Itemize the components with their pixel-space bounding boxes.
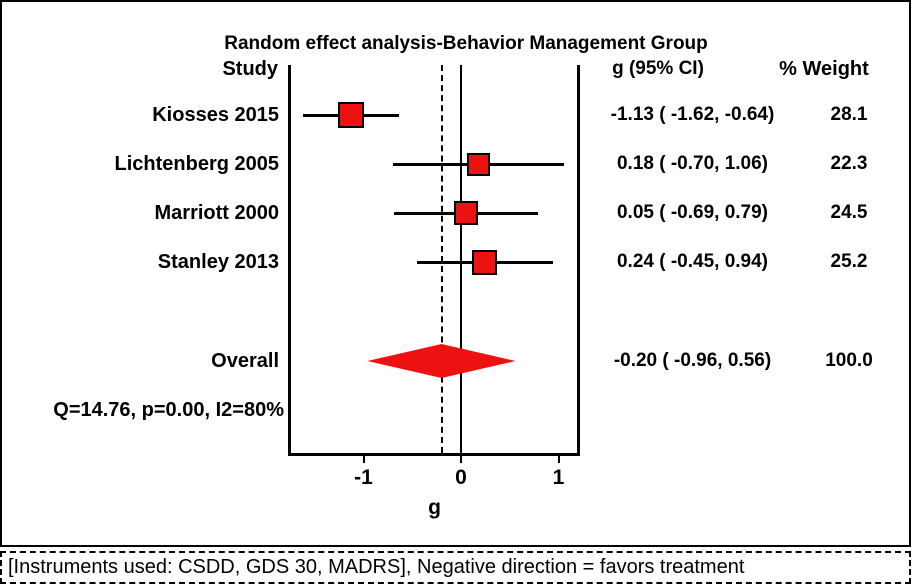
overall-dashed-line bbox=[440, 65, 443, 453]
heterogeneity-stats: Q=14.76, p=0.00, I2=80% bbox=[53, 399, 284, 421]
effect-square bbox=[472, 250, 497, 275]
axis-tick bbox=[362, 455, 365, 463]
study-label: Kiosses 2015 bbox=[152, 104, 279, 126]
overall-label: Overall bbox=[211, 350, 279, 372]
effect-square bbox=[467, 153, 490, 176]
axis-tick bbox=[460, 455, 462, 463]
weight-value: 22.3 bbox=[830, 153, 868, 174]
effect-ci-value: 0.24 ( -0.45, 0.94) bbox=[616, 251, 769, 272]
effect-square bbox=[338, 102, 364, 128]
effect-ci-value: 0.05 ( -0.69, 0.79) bbox=[616, 202, 769, 223]
plot-frame-right bbox=[577, 65, 580, 456]
caption-bar: [Instruments used: CSDD, GDS 30, MADRS],… bbox=[0, 551, 911, 584]
column-header-effect: g (95% CI) bbox=[612, 58, 704, 79]
axis-tick bbox=[557, 455, 560, 463]
effect-square bbox=[454, 201, 478, 225]
caption-text: [Instruments used: CSDD, GDS 30, MADRS],… bbox=[8, 556, 745, 578]
overall-weight-value: 100.0 bbox=[825, 350, 873, 371]
plot-frame-bottom bbox=[288, 453, 580, 456]
effect-ci-value: -1.13 ( -1.62, -0.64) bbox=[610, 104, 775, 125]
weight-value: 24.5 bbox=[830, 202, 868, 223]
study-label: Stanley 2013 bbox=[157, 251, 279, 273]
column-header-study: Study bbox=[222, 58, 278, 80]
axis-tick-label: 0 bbox=[455, 466, 467, 489]
zero-reference-line bbox=[460, 65, 462, 453]
plot-frame-left bbox=[288, 65, 291, 456]
axis-title: g bbox=[428, 496, 441, 519]
overall-effect-ci-value: -0.20 ( -0.96, 0.56) bbox=[613, 350, 772, 371]
study-label: Marriott 2000 bbox=[154, 202, 280, 224]
chart-panel: Random effect analysis-Behavior Manageme… bbox=[0, 0, 911, 547]
study-label: Lichtenberg 2005 bbox=[114, 153, 279, 175]
overall-diamond bbox=[367, 344, 516, 378]
axis-tick-label: 1 bbox=[552, 466, 565, 489]
axis-tick-label: -1 bbox=[354, 466, 373, 489]
chart-title: Random effect analysis-Behavior Manageme… bbox=[224, 33, 708, 54]
effect-ci-value: 0.18 ( -0.70, 1.06) bbox=[616, 153, 769, 174]
weight-value: 28.1 bbox=[830, 104, 868, 125]
column-header-weight: % Weight bbox=[779, 58, 869, 80]
weight-value: 25.2 bbox=[830, 251, 868, 272]
